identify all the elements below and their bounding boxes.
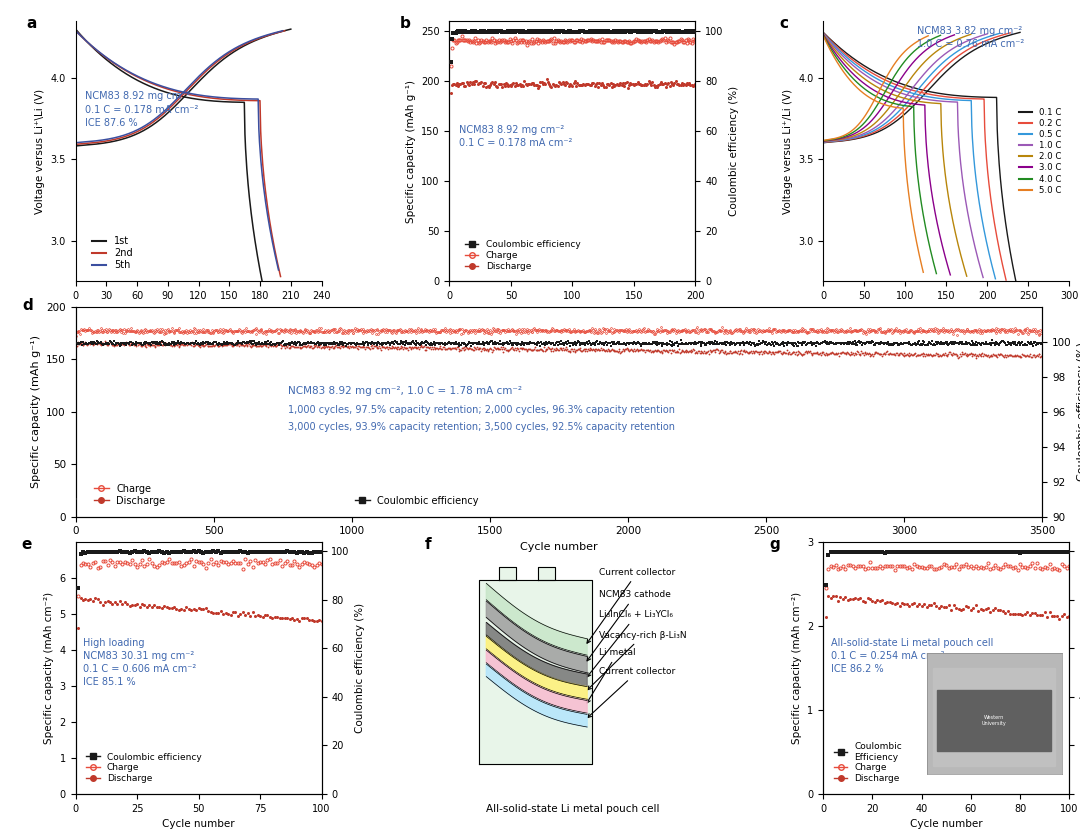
Y-axis label: Specific capacity (mAh cm⁻²): Specific capacity (mAh cm⁻²) <box>44 591 54 744</box>
Legend: Coulombic efficiency, Charge, Discharge: Coulombic efficiency, Charge, Discharge <box>82 749 205 787</box>
Legend: Coulombic efficiency, Charge, Discharge: Coulombic efficiency, Charge, Discharge <box>461 236 584 275</box>
Text: NCM83 8.92 mg cm⁻², 1.0 C = 1.78 mA cm⁻²: NCM83 8.92 mg cm⁻², 1.0 C = 1.78 mA cm⁻² <box>288 386 523 396</box>
Text: Current collector: Current collector <box>588 568 676 643</box>
Y-axis label: Coulombic efficiency (%): Coulombic efficiency (%) <box>729 87 739 216</box>
Text: Current collector: Current collector <box>588 667 676 717</box>
Text: 3,000 cycles, 93.9% capacity retention; 3,500 cycles, 92.5% capacity retention: 3,000 cycles, 93.9% capacity retention; … <box>288 422 675 432</box>
Polygon shape <box>538 567 555 580</box>
Legend: Coulombic efficiency: Coulombic efficiency <box>351 492 483 510</box>
Text: f: f <box>424 537 432 552</box>
Text: High loading
NCM83 30.31 mg cm⁻²
0.1 C = 0.606 mA cm⁻²
ICE 85.1 %: High loading NCM83 30.31 mg cm⁻² 0.1 C =… <box>83 638 197 687</box>
Legend: Coulombic
Efficiency, Charge, Discharge: Coulombic Efficiency, Charge, Discharge <box>831 738 906 787</box>
Y-axis label: Specific capacity (mAh g⁻¹): Specific capacity (mAh g⁻¹) <box>405 80 416 223</box>
Text: NCM83 8.92 mg cm⁻²
0.1 C = 0.178 mA cm⁻²
ICE 87.6 %: NCM83 8.92 mg cm⁻² 0.1 C = 0.178 mA cm⁻²… <box>85 92 199 128</box>
Polygon shape <box>486 622 588 687</box>
X-axis label: Specific capacity (mAh g⁻¹): Specific capacity (mAh g⁻¹) <box>127 307 270 317</box>
Y-axis label: Specific capacity (mAh g⁻¹): Specific capacity (mAh g⁻¹) <box>30 335 41 488</box>
Text: All-solid-state Li metal pouch cell
0.1 C = 0.254 mA cm⁻²
ICE 86.2 %: All-solid-state Li metal pouch cell 0.1 … <box>831 638 993 674</box>
Text: b: b <box>401 16 411 31</box>
Polygon shape <box>486 650 588 713</box>
Text: a: a <box>26 16 37 31</box>
X-axis label: Cycle number: Cycle number <box>536 307 609 317</box>
Text: NCM83 cathode: NCM83 cathode <box>588 591 672 661</box>
X-axis label: Cycle number: Cycle number <box>162 819 234 829</box>
Text: All-solid-state Li metal pouch cell: All-solid-state Li metal pouch cell <box>486 804 659 814</box>
X-axis label: Specific capacity (mAh g⁻¹): Specific capacity (mAh g⁻¹) <box>875 307 1017 317</box>
Text: e: e <box>22 537 32 552</box>
Polygon shape <box>486 637 588 699</box>
Legend: 0.1 C, 0.2 C, 0.5 C, 1.0 C, 2.0 C, 3.0 C, 4.0 C, 5.0 C: 0.1 C, 0.2 C, 0.5 C, 1.0 C, 2.0 C, 3.0 C… <box>1016 104 1065 198</box>
Y-axis label: Coulombic efficiency (%): Coulombic efficiency (%) <box>355 603 365 732</box>
X-axis label: Cycle number: Cycle number <box>910 819 983 829</box>
Text: NCM83 3.82 mg cm⁻²
1.0 C = 0.76 mA cm⁻²: NCM83 3.82 mg cm⁻² 1.0 C = 0.76 mA cm⁻² <box>917 26 1024 50</box>
Legend: 1st, 2nd, 5th: 1st, 2nd, 5th <box>87 233 136 274</box>
Text: Vacancy-rich β-Li₃N: Vacancy-rich β-Li₃N <box>588 631 687 690</box>
Text: g: g <box>769 537 780 552</box>
Y-axis label: Voltage versus Li⁺\Li (V): Voltage versus Li⁺\Li (V) <box>35 89 45 213</box>
Polygon shape <box>478 580 592 764</box>
Text: 1,000 cycles, 97.5% capacity retention; 2,000 cycles, 96.3% capacity retention: 1,000 cycles, 97.5% capacity retention; … <box>288 405 675 415</box>
Y-axis label: Coulombic efficiency (%): Coulombic efficiency (%) <box>1077 342 1080 481</box>
Polygon shape <box>486 583 588 655</box>
Y-axis label: Specific capacity (mAh cm⁻²): Specific capacity (mAh cm⁻²) <box>792 591 801 744</box>
Text: c: c <box>779 16 788 31</box>
Polygon shape <box>499 567 516 580</box>
Text: Li metal: Li metal <box>586 648 636 703</box>
X-axis label: Cycle number: Cycle number <box>521 542 597 552</box>
Y-axis label: Voltage versus Li⁺/Li (V): Voltage versus Li⁺/Li (V) <box>783 89 793 213</box>
Polygon shape <box>486 601 588 673</box>
Text: NCM83 8.92 mg cm⁻²
0.1 C = 0.178 mA cm⁻²: NCM83 8.92 mg cm⁻² 0.1 C = 0.178 mA cm⁻² <box>459 125 572 149</box>
Polygon shape <box>486 664 588 727</box>
Text: Li₃InCl₆ + Li₃YCl₆: Li₃InCl₆ + Li₃YCl₆ <box>588 611 674 677</box>
Text: d: d <box>23 298 33 313</box>
